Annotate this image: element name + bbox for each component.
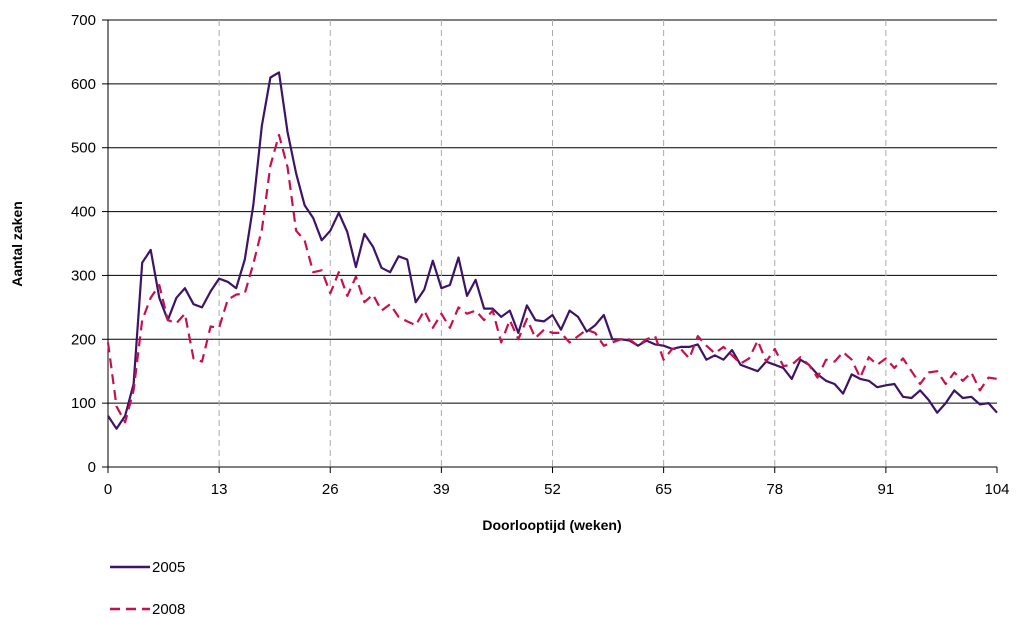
- legend-label-2008: 2008: [152, 601, 185, 618]
- y-tick-label: 300: [71, 267, 96, 284]
- tick-labels: 0 100 200 300 400 500 600 700 0 13 26 39 52 65 78 91 104: [71, 12, 1010, 498]
- x-tick-label: 104: [984, 481, 1009, 498]
- legend-label-2005: 2005: [152, 559, 185, 576]
- y-tick-label: 500: [71, 140, 96, 157]
- series-line-2005: [107, 71, 998, 430]
- y-axis-title: Aantal zaken: [9, 201, 25, 287]
- x-tick-label: 78: [766, 481, 783, 498]
- x-tick-label: 39: [433, 481, 450, 498]
- x-tick-label: 65: [655, 481, 672, 498]
- x-tick-label: 0: [104, 481, 112, 498]
- x-tick-label: 52: [544, 481, 561, 498]
- y-tick-label: 200: [71, 331, 96, 348]
- y-tick-label: 400: [71, 204, 96, 221]
- x-tick-label: 26: [322, 481, 339, 498]
- y-tick-label: 600: [71, 76, 96, 93]
- x-axis-title: Doorlooptijd (weken): [482, 517, 621, 533]
- y-tick-label: 700: [71, 12, 96, 29]
- axes: [107, 20, 997, 468]
- series-lines: [106, 71, 998, 430]
- legend: 2005 2008: [110, 559, 185, 618]
- gridlines: [102, 19, 998, 473]
- y-tick-label: 100: [71, 395, 96, 412]
- series-line-2008: [106, 133, 998, 424]
- x-tick-label: 13: [211, 481, 228, 498]
- x-tick-label: 91: [878, 481, 895, 498]
- y-tick-label: 0: [88, 459, 96, 476]
